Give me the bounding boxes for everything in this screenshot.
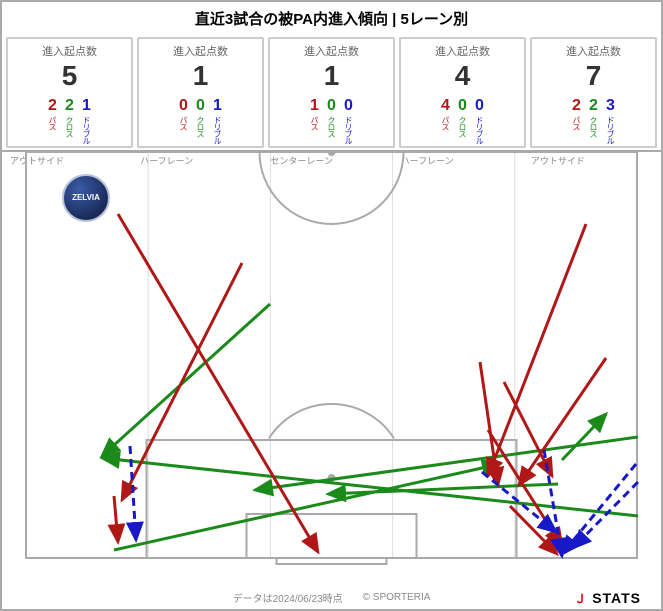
stat-label: 進入起点数 — [403, 43, 522, 59]
stat-total: 1 — [272, 61, 391, 92]
brand-rest: STATS — [592, 590, 641, 606]
entry-arrow — [102, 458, 638, 516]
bd-dribble: 0 ドリブル — [343, 98, 354, 144]
stat-label: 進入起点数 — [10, 43, 129, 59]
bd-cross: 2 クロス — [64, 98, 75, 144]
team-badge: ZELVIA — [62, 174, 110, 222]
entry-arrow — [544, 450, 562, 556]
lane-stat-box: 進入起点数 7 2 パス 2 クロス 3 ドリブル — [530, 37, 657, 148]
stat-total: 1 — [141, 61, 260, 92]
bd-dribble: 0 ドリブル — [474, 98, 485, 144]
entry-arrow — [488, 224, 586, 476]
stat-breakdown: 2 パス 2 クロス 3 ドリブル — [534, 98, 653, 144]
footer-date: データは2024/06/23時点 — [233, 590, 343, 605]
lane-stat-box: 進入起点数 1 0 パス 0 クロス 1 ドリブル — [137, 37, 264, 148]
bd-cross: 0 クロス — [195, 98, 206, 144]
stat-label: 進入起点数 — [534, 43, 653, 59]
bd-pass: 2 パス — [571, 98, 582, 144]
entry-arrow — [519, 358, 606, 485]
bd-cross: 0 クロス — [457, 98, 468, 144]
entry-arrow — [504, 382, 552, 476]
stat-breakdown: 2 パス 2 クロス 1 ドリブル — [10, 98, 129, 144]
stat-label: 進入起点数 — [141, 43, 260, 59]
team-badge-text: ZELVIA — [72, 194, 100, 203]
bd-cross: 0 クロス — [326, 98, 337, 144]
brand-logo: Ｊ STATS — [574, 590, 641, 607]
chart-title: 直近3試合の被PA内進入傾向 | 5レーン別 — [2, 2, 661, 35]
bd-cross: 2 クロス — [588, 98, 599, 144]
stat-total: 5 — [10, 61, 129, 92]
stat-breakdown: 4 パス 0 クロス 0 ドリブル — [403, 98, 522, 144]
brand-ja: Ｊ — [574, 592, 587, 606]
entry-arrow — [114, 496, 118, 542]
bd-pass: 2 パス — [47, 98, 58, 144]
stat-breakdown: 0 パス 0 クロス 1 ドリブル — [141, 98, 260, 144]
bd-pass: 0 パス — [178, 98, 189, 144]
stat-breakdown: 1 パス 0 クロス 0 ドリブル — [272, 98, 391, 144]
bd-pass: 1 パス — [309, 98, 320, 144]
bd-dribble: 1 ドリブル — [212, 98, 223, 144]
stat-total: 4 — [403, 61, 522, 92]
entry-arrow — [114, 464, 500, 550]
lane-stat-box: 進入起点数 5 2 パス 2 クロス 1 ドリブル — [6, 37, 133, 148]
chart-container: 直近3試合の被PA内進入傾向 | 5レーン別 進入起点数 5 2 パス 2 クロ… — [0, 0, 663, 611]
bd-dribble: 1 ドリブル — [81, 98, 92, 144]
entry-arrow — [562, 414, 606, 460]
footer: データは2024/06/23時点 © SPORTERIA — [2, 590, 661, 605]
bd-dribble: 3 ドリブル — [605, 98, 616, 144]
stat-label: 進入起点数 — [272, 43, 391, 59]
bd-pass: 4 パス — [440, 98, 451, 144]
lane-stat-box: 進入起点数 1 1 パス 0 クロス 0 ドリブル — [268, 37, 395, 148]
lane-stat-box: 進入起点数 4 4 パス 0 クロス 0 ドリブル — [399, 37, 526, 148]
stat-total: 7 — [534, 61, 653, 92]
entry-arrow — [122, 263, 242, 500]
lane-stats-row: 進入起点数 5 2 パス 2 クロス 1 ドリブル 進入起点数 1 0 パス — [2, 35, 661, 152]
footer-copyright: © SPORTERIA — [363, 592, 431, 603]
